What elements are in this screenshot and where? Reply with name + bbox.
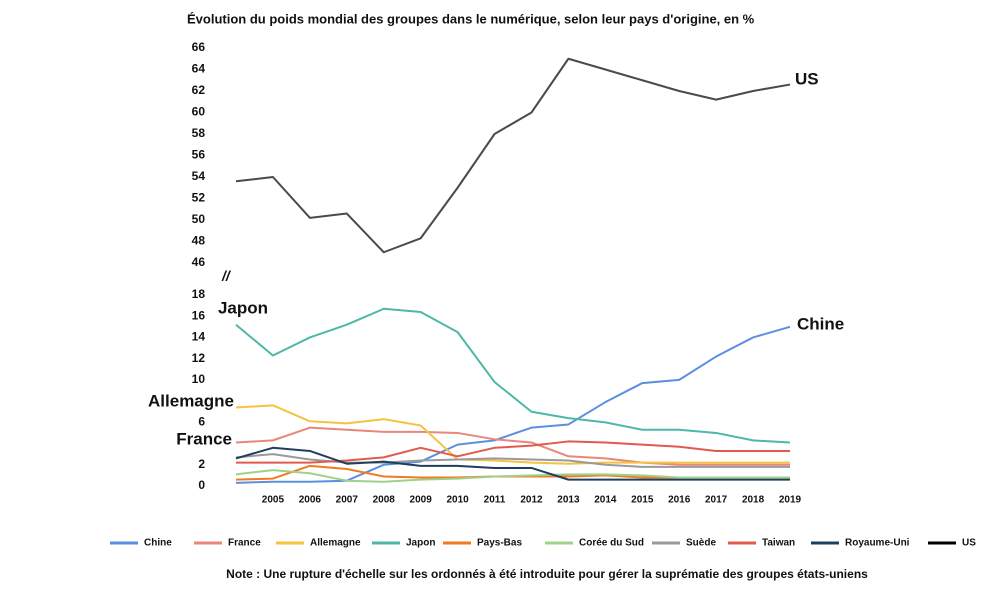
x-tick-label: 2014: [594, 495, 617, 506]
chart-title: Évolution du poids mondial des groupes d…: [187, 11, 755, 26]
y2-tick-label: 54: [192, 169, 206, 183]
x-tick-label: 2007: [336, 495, 359, 506]
y2-tick-label: 50: [192, 212, 206, 226]
y2-tick-label: 58: [192, 126, 206, 140]
series-line: [236, 440, 790, 464]
series-line: [235, 325, 791, 484]
legend-label: Japon: [406, 538, 435, 549]
legend-label: Royaume-Uni: [845, 538, 910, 549]
x-tick-label: 2013: [557, 495, 580, 506]
y-tick-label: 2: [198, 457, 205, 471]
series-line: [235, 469, 790, 483]
annotation: Japon: [218, 298, 268, 317]
x-tick-label: 2006: [299, 495, 322, 506]
series-line: [235, 57, 791, 254]
annotation: Allemagne: [148, 391, 234, 410]
x-tick-label: 2017: [705, 495, 728, 506]
y2-tick-label: 64: [192, 62, 206, 76]
legend-label: Corée du Sud: [579, 538, 644, 549]
y2-tick-label: 56: [192, 148, 206, 162]
x-tick-label: 2015: [631, 495, 654, 506]
y-tick-label: 0: [198, 478, 205, 492]
y-tick-label: 18: [192, 287, 206, 301]
legend-label: Suède: [686, 538, 716, 549]
x-tick-label: 2009: [410, 495, 433, 506]
legend-label: US: [962, 538, 976, 549]
y2-tick-label: 66: [192, 40, 206, 54]
x-tick-label: 2010: [446, 495, 469, 506]
x-tick-label: 2008: [373, 495, 396, 506]
annotation: Chine: [797, 314, 844, 333]
y2-tick-label: 60: [192, 105, 206, 119]
legend-label: Taiwan: [762, 538, 795, 549]
x-tick-label: 2005: [262, 495, 285, 506]
y2-tick-label: 62: [192, 83, 206, 97]
x-tick-label: 2012: [520, 495, 543, 506]
y2-tick-label: 52: [192, 191, 206, 205]
series-line: [235, 404, 790, 465]
series-line: [235, 446, 790, 481]
series-line: [235, 307, 791, 444]
legend-label: Chine: [144, 538, 172, 549]
y-tick-label: 12: [192, 351, 206, 365]
y2-tick-label: 46: [192, 255, 206, 269]
legend-label: Allemagne: [310, 538, 361, 549]
y2-tick-label: 48: [192, 234, 206, 248]
y-tick-label: 10: [192, 372, 206, 386]
note: Note : Une rupture d'échelle sur les ord…: [226, 567, 868, 581]
x-tick-label: 2018: [742, 495, 765, 506]
y-tick-label: 16: [192, 308, 206, 322]
legend-label: France: [228, 538, 261, 549]
annotation: US: [795, 69, 819, 88]
axis-break: //: [221, 268, 232, 284]
series-line: [235, 426, 790, 466]
x-tick-label: 2011: [484, 495, 506, 506]
legend-label: Pays-Bas: [477, 538, 522, 549]
y-tick-label: 6: [198, 415, 205, 429]
x-tick-label: 2016: [668, 495, 691, 506]
annotation: France: [176, 429, 232, 448]
x-tick-label: 2019: [779, 495, 802, 506]
y-tick-label: 14: [192, 330, 206, 344]
